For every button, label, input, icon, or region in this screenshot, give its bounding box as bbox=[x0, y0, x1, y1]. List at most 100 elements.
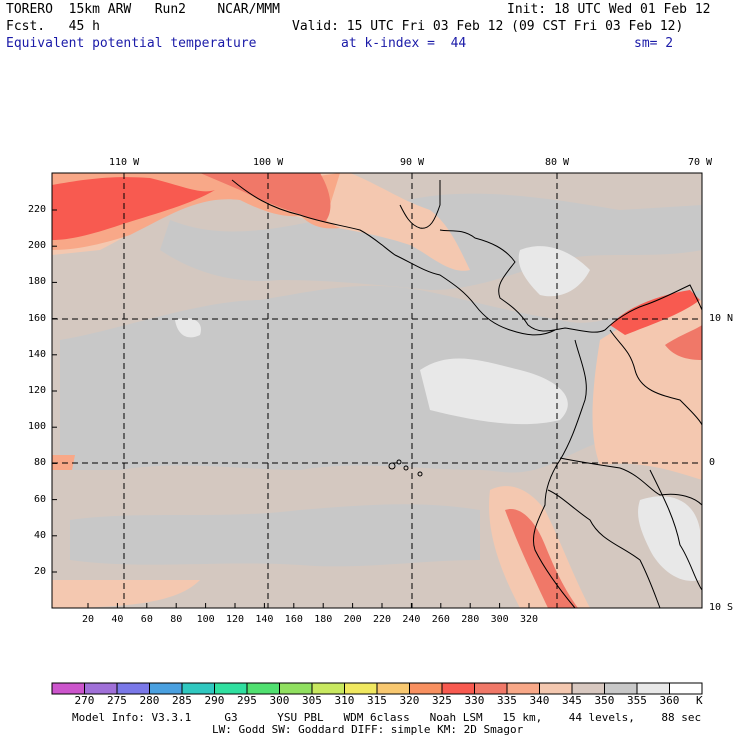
y-tick-label: 80 bbox=[33, 457, 46, 469]
colorbar-swatch bbox=[84, 683, 118, 694]
coastline-central-america bbox=[439, 229, 606, 333]
colorbar-label: 360 bbox=[659, 694, 680, 707]
colorbar-swatch bbox=[474, 683, 508, 694]
x-tick-label: 160 bbox=[284, 614, 303, 625]
x-tick-label: 60 bbox=[140, 614, 153, 625]
longitude-label: 80 W bbox=[545, 157, 570, 168]
colorbar-swatch bbox=[442, 683, 475, 694]
colorbar-label: 325 bbox=[432, 694, 452, 707]
field-region-hot-colombia bbox=[610, 290, 700, 335]
field-region-hot-coast bbox=[200, 173, 331, 222]
colorbar-label: 310 bbox=[334, 694, 355, 707]
border-ecuador-peru bbox=[547, 489, 661, 609]
latitude-label: 10 S bbox=[709, 602, 734, 613]
physics-info: LW: Godd SW: Goddard DIFF: simple KM: 2D… bbox=[212, 723, 524, 736]
colorbar-label: 320 bbox=[399, 694, 420, 707]
forecast-hour: Fcst. 45 h bbox=[6, 19, 100, 34]
colorbar-label: 335 bbox=[497, 694, 517, 707]
x-tick-label: 280 bbox=[461, 614, 480, 625]
colorbar-swatch bbox=[377, 683, 410, 694]
y-tick-label: 120 bbox=[27, 385, 46, 396]
colorbar-swatch bbox=[182, 683, 215, 694]
field-region-light-central bbox=[420, 358, 568, 425]
y-tick-label: 40 bbox=[33, 529, 46, 541]
y-tick-label: 200 bbox=[27, 240, 46, 252]
border-colombia-ecuador bbox=[559, 457, 703, 506]
border-colombia-venezuela bbox=[609, 329, 703, 426]
colorbar-label: 300 bbox=[269, 694, 290, 707]
longitude-label: 90 W bbox=[400, 157, 425, 168]
colorbar-swatch bbox=[344, 683, 378, 694]
y-tick-label: 180 bbox=[27, 276, 46, 288]
colorbar-label: 345 bbox=[562, 694, 582, 707]
x-tick-label: 100 bbox=[196, 614, 215, 625]
graticule bbox=[52, 173, 702, 608]
level-index: at k-index = 44 bbox=[341, 36, 467, 51]
y-tick-label: 20 bbox=[33, 566, 46, 577]
colorbar-swatch bbox=[279, 683, 313, 694]
coastline-gulf bbox=[399, 180, 441, 229]
map-plot bbox=[51, 172, 703, 609]
colorbar-swatch bbox=[669, 683, 703, 694]
colorbar-label: 315 bbox=[367, 694, 387, 707]
latitude-label: 0 bbox=[709, 457, 716, 468]
latitude-label: 10 N bbox=[709, 313, 734, 324]
colorbar-label: 330 bbox=[464, 694, 485, 707]
colorbar-swatch bbox=[214, 683, 248, 694]
field-name: Equivalent potential temperature bbox=[6, 36, 257, 51]
x-tick-label: 240 bbox=[402, 614, 421, 625]
y-tick-label: 60 bbox=[33, 493, 46, 505]
field-region-hot-venezuela bbox=[665, 325, 702, 360]
longitude-label: 100 W bbox=[253, 157, 284, 168]
y-tick-label: 100 bbox=[27, 421, 46, 433]
init-time: Init: 18 UTC Wed 01 Feb 12 bbox=[507, 2, 711, 17]
coastline-mexico-pacific bbox=[231, 179, 556, 336]
longitude-label: 70 W bbox=[688, 157, 713, 168]
y-tick-label: 220 bbox=[27, 204, 46, 215]
field-region-light-north bbox=[518, 246, 590, 297]
x-tick-label: 80 bbox=[170, 614, 183, 625]
field-region-hot-peru bbox=[505, 509, 578, 608]
colorbar-label: 285 bbox=[172, 694, 192, 707]
axis-ticks bbox=[52, 209, 530, 608]
colorbar-label: 350 bbox=[594, 694, 615, 707]
field-region-grey-south bbox=[70, 504, 480, 567]
x-tick-label: 260 bbox=[431, 614, 450, 625]
field-region-grey bbox=[60, 285, 702, 473]
colorbar-swatch bbox=[637, 683, 670, 694]
colorbar-swatch bbox=[247, 683, 280, 694]
field-region-light-west bbox=[175, 318, 201, 338]
colorbar-label: 305 bbox=[302, 694, 322, 707]
x-tick-label: 220 bbox=[373, 614, 392, 625]
colorbar bbox=[51, 682, 703, 695]
x-tick-label: 40 bbox=[111, 614, 124, 625]
model-info: Model Info: V3.3.1 G3 YSU PBL WDM 6class… bbox=[72, 711, 702, 724]
colorbar-swatch bbox=[572, 683, 605, 694]
model-title: TORERO 15km ARW Run2 NCAR/MMM bbox=[6, 2, 280, 17]
colorbar-label: 355 bbox=[627, 694, 647, 707]
colorbar-swatch bbox=[604, 683, 638, 694]
colorbar-swatch bbox=[409, 683, 443, 694]
colorbar-swatch bbox=[507, 683, 540, 694]
colorbar-label: 340 bbox=[529, 694, 550, 707]
colorbar-swatch bbox=[52, 683, 85, 694]
colorbar-label: 295 bbox=[237, 694, 257, 707]
y-tick-label: 160 bbox=[27, 312, 46, 324]
border-brazil bbox=[649, 469, 703, 591]
field-region-hot-northwest bbox=[52, 177, 215, 240]
x-tick-label: 20 bbox=[82, 614, 95, 625]
colorbar-swatch bbox=[539, 683, 573, 694]
field-region-warm-southwest bbox=[52, 580, 200, 608]
x-tick-label: 200 bbox=[343, 614, 362, 625]
y-tick-label: 140 bbox=[27, 348, 46, 360]
colorbar-unit: K bbox=[696, 694, 703, 707]
colorbar-swatch bbox=[312, 683, 345, 694]
colorbar-label: 270 bbox=[74, 694, 95, 707]
valid-time: Valid: 15 UTC Fri 03 Feb 12 (09 CST Fri … bbox=[292, 19, 684, 34]
colorbar-label: 275 bbox=[107, 694, 127, 707]
x-tick-label: 120 bbox=[226, 614, 245, 625]
x-tick-label: 300 bbox=[490, 614, 509, 625]
smoothing: sm= 2 bbox=[634, 36, 674, 51]
colorbar-swatch bbox=[117, 683, 150, 694]
